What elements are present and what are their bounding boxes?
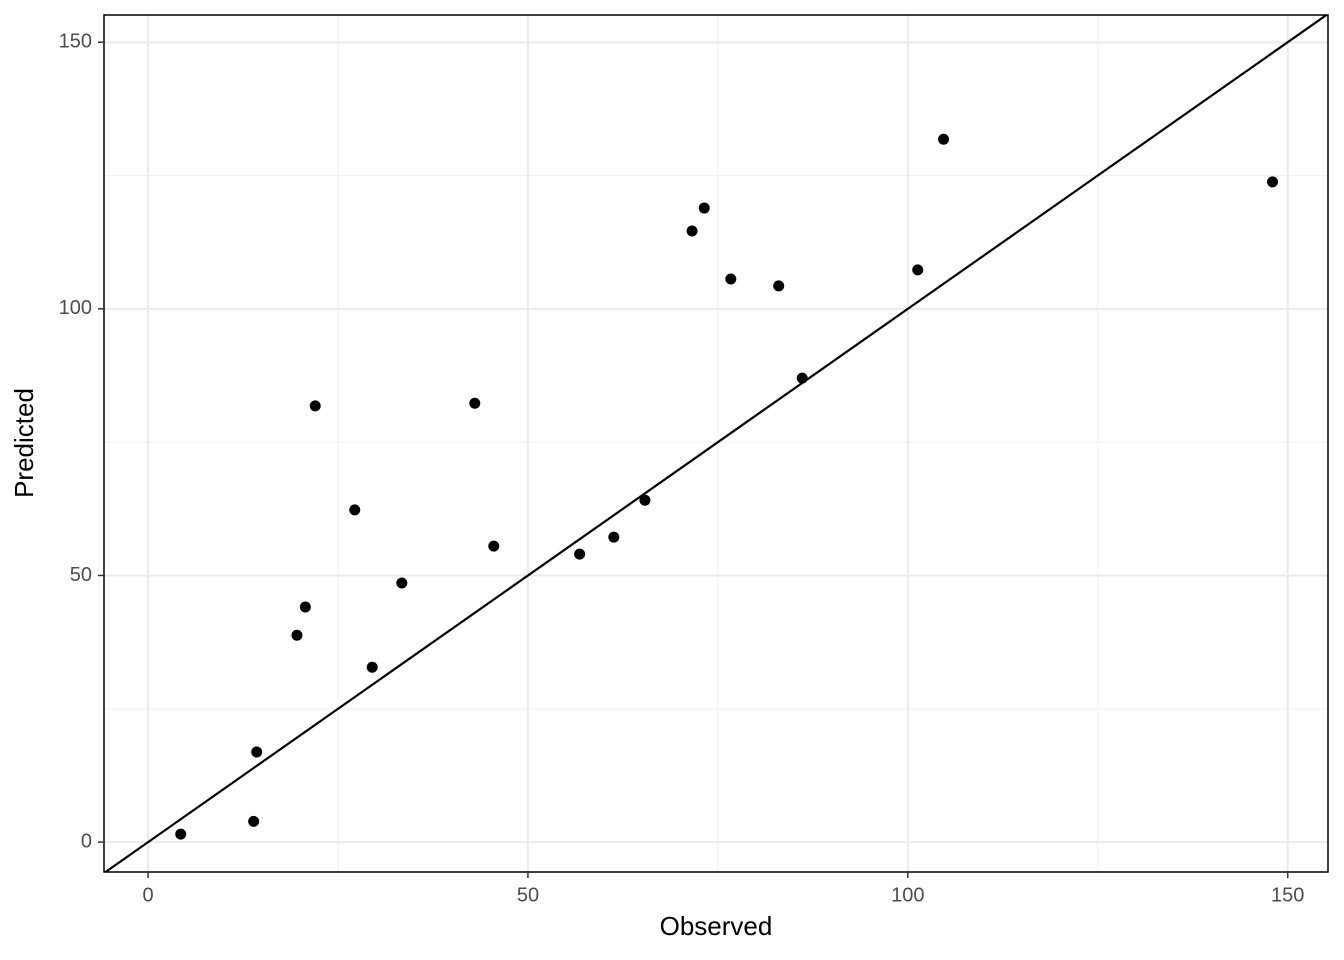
point	[639, 494, 651, 506]
point	[574, 548, 586, 560]
point	[912, 264, 924, 276]
reference-line	[104, 15, 1328, 872]
point	[698, 202, 710, 214]
y-axis-title: Predicted	[9, 388, 39, 498]
point	[349, 504, 361, 516]
point	[251, 746, 263, 758]
point	[1267, 176, 1279, 188]
point	[796, 372, 808, 384]
point	[396, 577, 408, 589]
plot-area	[104, 15, 1328, 872]
y-tick-label: 100	[59, 297, 92, 319]
x-tick-label: 50	[517, 884, 539, 906]
point	[608, 531, 620, 543]
x-tick-label: 100	[891, 884, 924, 906]
point	[366, 661, 378, 673]
grid	[104, 15, 1328, 872]
x-tick-label: 150	[1271, 884, 1304, 906]
y-tick-label: 50	[70, 564, 92, 586]
point	[248, 815, 260, 827]
point	[291, 629, 303, 641]
x-tick-label: 0	[143, 884, 154, 906]
point	[299, 601, 311, 613]
point	[773, 280, 785, 292]
axes: 0 50 100 150 0 50 100 150	[59, 30, 1305, 906]
point	[469, 397, 481, 409]
point	[938, 133, 950, 145]
point	[309, 400, 321, 412]
y-tick-label: 150	[59, 30, 92, 52]
point	[488, 540, 500, 552]
x-axis-title: Observed	[660, 911, 773, 941]
y-tick-label: 0	[81, 830, 92, 852]
panel-border	[103, 14, 1329, 873]
point	[686, 225, 698, 237]
point	[175, 828, 187, 840]
point	[725, 273, 737, 285]
